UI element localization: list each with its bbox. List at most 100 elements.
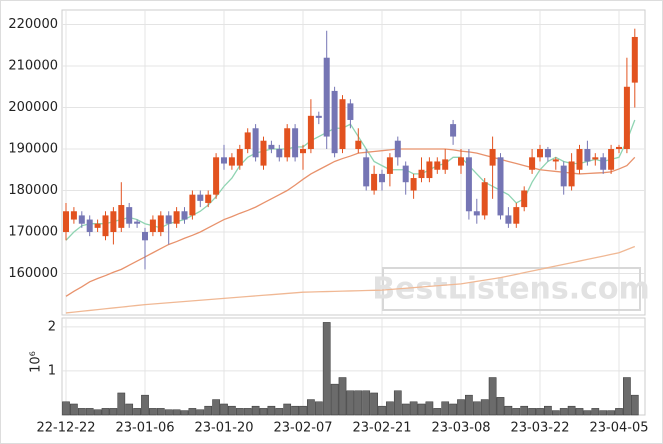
- volume-bar: [441, 401, 450, 416]
- candle-body: [544, 149, 551, 158]
- volume-offset-label: 10⁶: [29, 351, 44, 373]
- volume-bar: [141, 394, 149, 416]
- volume-bar: [283, 403, 292, 416]
- candle-body: [418, 169, 425, 179]
- volume-bar: [180, 410, 189, 416]
- volume-bar: [338, 377, 347, 416]
- x-tick-label: 22-12-22: [36, 421, 95, 436]
- volume-bar: [267, 405, 276, 416]
- candle-body: [600, 157, 607, 170]
- candle-body: [63, 211, 69, 233]
- candle-body: [157, 215, 164, 233]
- candle-body: [94, 223, 101, 228]
- volume-bar: [188, 408, 197, 416]
- volume-bar: [354, 390, 363, 416]
- candle-body: [608, 149, 615, 170]
- volume-bar: [133, 408, 141, 416]
- candle-body: [221, 157, 227, 164]
- volume-bar: [559, 408, 568, 416]
- x-tick-label: 23-04-05: [589, 421, 648, 436]
- volume-bar: [496, 397, 505, 416]
- volume-bar: [220, 403, 228, 416]
- candle-body: [481, 182, 488, 216]
- volume-bar: [149, 408, 157, 416]
- candle-body: [86, 219, 93, 233]
- candle-body: [292, 128, 299, 158]
- candle-body: [529, 157, 536, 170]
- volume-bar: [346, 390, 355, 416]
- candle-body: [347, 103, 354, 120]
- y-tick-label: 1: [48, 363, 56, 378]
- volume-bar: [251, 405, 260, 416]
- volume-bar: [528, 408, 536, 416]
- candle-body: [260, 140, 267, 166]
- candle-body: [236, 149, 243, 166]
- volume-bar: [204, 405, 213, 416]
- volume-bar: [488, 377, 497, 416]
- candle-body: [592, 157, 599, 160]
- x-tick-label: 23-01-20: [194, 421, 253, 436]
- candle-body: [307, 115, 314, 150]
- volume-bar: [472, 401, 481, 416]
- candle-body: [102, 215, 109, 237]
- volume-bar: [275, 408, 284, 416]
- candle-body: [149, 219, 156, 233]
- candle-body: [134, 221, 141, 224]
- candle-body: [505, 215, 512, 224]
- candle-body: [521, 190, 528, 208]
- volume-bar: [314, 401, 323, 416]
- candle-body: [402, 165, 409, 183]
- moving-average-line: [65, 245, 636, 314]
- y-tick-label: 200000: [8, 100, 58, 115]
- volume-bar: [575, 408, 584, 416]
- candle-body: [213, 157, 220, 195]
- candle-body: [442, 159, 449, 170]
- candle-body: [410, 178, 417, 191]
- candle-body: [513, 207, 520, 224]
- candle-body: [623, 86, 630, 150]
- volume-bar: [551, 410, 560, 416]
- volume-bar: [607, 410, 615, 416]
- candle-body: [173, 211, 180, 224]
- volume-bar: [196, 409, 205, 416]
- volume-bar: [465, 394, 473, 416]
- candle-body: [300, 149, 306, 154]
- volume-bar: [567, 405, 576, 416]
- volume-bar: [117, 392, 126, 416]
- candle-body: [118, 205, 125, 228]
- watermark-box: [382, 267, 641, 311]
- volume-bar: [85, 408, 94, 416]
- candle-body: [473, 211, 480, 216]
- candle-body: [268, 144, 275, 150]
- volume-bar: [449, 403, 457, 416]
- volume-bar: [62, 401, 70, 416]
- volume-bar: [235, 408, 244, 416]
- candle-body: [489, 149, 496, 166]
- candle-body: [205, 194, 212, 203]
- x-tick-label: 23-03-22: [510, 421, 569, 436]
- volume-bar: [378, 405, 386, 416]
- volume-bar: [393, 390, 402, 416]
- candle-body: [576, 149, 583, 170]
- volume-bar: [386, 401, 394, 416]
- candle-body: [331, 90, 338, 154]
- y-tick-label: 2: [48, 319, 56, 334]
- volume-bar: [630, 394, 639, 416]
- y-tick-label: 210000: [8, 59, 58, 74]
- volume-bar: [299, 405, 307, 416]
- candle-body: [315, 115, 322, 118]
- volume-bar: [164, 409, 173, 416]
- candle-body: [386, 157, 393, 174]
- volume-bar: [125, 403, 134, 416]
- volume-bar: [504, 405, 513, 416]
- candle-body: [70, 211, 77, 220]
- volume-bar: [322, 322, 331, 416]
- candle-body: [616, 146, 622, 150]
- volume-bar: [370, 392, 378, 416]
- candle-body: [363, 157, 370, 187]
- candle-body: [537, 149, 543, 158]
- candle-body: [181, 211, 188, 220]
- volume-bar: [512, 408, 521, 416]
- candle-body: [323, 57, 330, 137]
- candle-body: [552, 159, 559, 162]
